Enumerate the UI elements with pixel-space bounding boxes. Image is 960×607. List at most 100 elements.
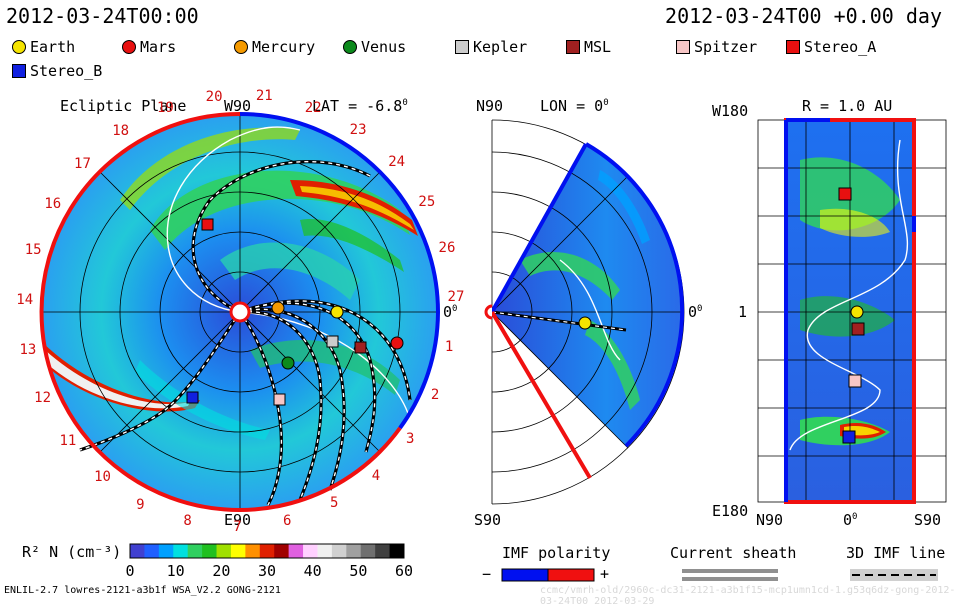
- carrington-label: 18: [112, 123, 130, 140]
- colorbar-tick: 50: [349, 562, 368, 580]
- carrington-label: 7: [233, 518, 242, 535]
- legend-label: Kepler: [473, 38, 528, 56]
- radial-bottom-left-label: E180: [712, 502, 749, 520]
- carrington-label: 19: [156, 100, 174, 117]
- ecliptic-top-label: W90: [224, 97, 252, 115]
- carrington-label: 9: [136, 496, 145, 513]
- negative-polarity-arc: [39, 111, 402, 512]
- carrington-label: 25: [418, 193, 436, 210]
- carrington-label: 3: [406, 430, 415, 447]
- legend-label: Stereo_B: [30, 62, 103, 80]
- spitzer-marker-icon: [676, 40, 690, 54]
- carrington-label: 17: [74, 155, 91, 172]
- ecliptic-right-label: 00: [443, 303, 458, 321]
- carrington-label: 12: [34, 389, 52, 406]
- stereo-a-marker: [201, 218, 214, 231]
- legend-kepler: Kepler: [455, 38, 527, 56]
- colorbar-swatch: [360, 544, 376, 558]
- radial-mid-left-label: 1: [738, 303, 748, 321]
- positive-polarity-arc: [239, 112, 440, 313]
- colorbar-swatch: [230, 544, 246, 558]
- run-id-watermark: ccmc/vmrh-old/2960c-dc31-2121-a3b1f15-mc…: [540, 585, 956, 607]
- current-sheath-label: Current sheath: [670, 544, 797, 562]
- longitude-label: LON = 00: [540, 97, 609, 115]
- radial-msl-marker: [851, 322, 865, 336]
- ecliptic-range-rings: [42, 114, 438, 510]
- colorbar-swatch: [187, 544, 203, 558]
- ecliptic-density-features: [42, 127, 418, 440]
- model-info: ENLIL-2.7 lowres-2121-a3b1f WSA_V2.2 GON…: [4, 585, 281, 596]
- colorbar-tick: 0: [125, 562, 135, 580]
- ecliptic-title: Ecliptic Plane: [60, 97, 187, 115]
- colorbar-swatch: [331, 544, 347, 558]
- legend-stereo-b: Stereo_B: [12, 62, 102, 80]
- carrington-label: 24: [388, 153, 406, 170]
- colorbar-swatch: [303, 544, 318, 558]
- radial-stereo-a-marker: [838, 187, 852, 201]
- meridional-plane-panel: [484, 119, 685, 505]
- colorbar-swatch: [202, 544, 218, 558]
- radial-map-panel: [757, 118, 947, 504]
- meridional-right-label: 00: [688, 303, 703, 321]
- carrington-label: 11: [59, 432, 77, 449]
- carrington-label: 10: [94, 469, 111, 486]
- latitude-label: LAT = -6.80: [312, 97, 408, 115]
- radial-title: R = 1.0 AU: [802, 97, 893, 115]
- run-offset-stamp: 2012-03-24T00 +0.00 day: [665, 4, 942, 28]
- stereo-b-marker: [186, 391, 199, 404]
- carrington-label: 1: [444, 339, 454, 356]
- colorbar-tick: 40: [303, 562, 322, 580]
- meridional-bottom-label: S90: [474, 511, 502, 529]
- legend-label: Spitzer: [694, 38, 758, 56]
- carrington-label: 21: [255, 88, 273, 105]
- meridional-wedge: [492, 144, 683, 446]
- run-timestamp: 2012-03-24T00:00: [6, 4, 199, 28]
- carrington-label: 23: [349, 121, 367, 138]
- carrington-label: 16: [44, 196, 62, 213]
- colorbar-tick: 10: [166, 562, 185, 580]
- venus-marker: [281, 356, 295, 370]
- mercury-marker: [271, 301, 285, 315]
- current-sheath-legend-line: [682, 569, 778, 581]
- carrington-label: 15: [24, 242, 42, 259]
- radial-bottom-south-label: S90: [914, 511, 942, 529]
- kepler-marker-icon: [455, 40, 469, 54]
- radial-bottom-zero-label: 00: [843, 511, 858, 529]
- density-colorbar: [129, 543, 405, 559]
- kepler-marker: [326, 335, 339, 348]
- legend-label: Venus: [361, 38, 407, 56]
- legend-earth: Earth: [12, 38, 75, 56]
- radial-earth-marker: [850, 305, 864, 319]
- imf-polarity-bar: [501, 568, 595, 582]
- venus-marker-icon: [343, 40, 357, 54]
- imf-line-label: 3D IMF line: [846, 544, 946, 562]
- colorbar-tick: 60: [395, 562, 414, 580]
- meridional-current-sheath: [559, 259, 621, 361]
- mercury-marker-icon: [234, 40, 248, 54]
- colorbar-swatch: [389, 544, 405, 558]
- colorbar-swatch: [216, 544, 232, 558]
- colorbar-swatch: [130, 544, 145, 558]
- colorbar-swatch: [245, 544, 261, 558]
- msl-marker: [354, 341, 367, 354]
- colorbar-swatch: [144, 544, 160, 558]
- legend-mars: Mars: [122, 38, 176, 56]
- earth-marker: [330, 305, 344, 319]
- colorbar-swatch: [317, 544, 333, 558]
- colorbar-tick: 20: [212, 562, 231, 580]
- legend-label: Mars: [140, 38, 177, 56]
- meridional-sun-icon: [484, 304, 493, 320]
- carrington-label: 20: [205, 88, 223, 105]
- carrington-label: 27: [447, 289, 465, 306]
- meridional-earth-marker: [578, 316, 592, 330]
- colorbar-label: R² N (cm⁻³): [22, 543, 122, 561]
- legend-label: Mercury: [252, 38, 316, 56]
- legend-venus: Venus: [343, 38, 406, 56]
- legend-stereo-a: Stereo_A: [786, 38, 876, 56]
- msl-marker-icon: [566, 40, 580, 54]
- colorbar-swatch: [274, 544, 290, 558]
- colorbar-swatch: [173, 544, 189, 558]
- carrington-label: 4: [371, 467, 381, 484]
- carrington-label: 5: [330, 495, 339, 512]
- ecliptic-plane-panel: [39, 111, 440, 512]
